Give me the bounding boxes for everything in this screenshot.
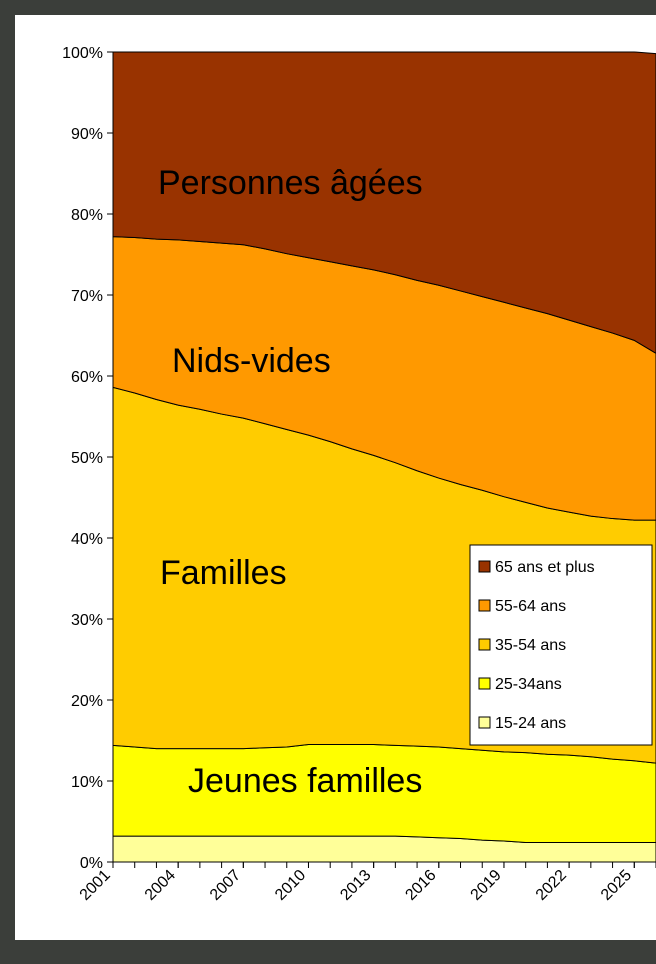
legend-swatch xyxy=(479,717,490,728)
legend-swatch xyxy=(479,678,490,689)
annotation: Jeunes familles xyxy=(188,762,422,800)
legend-swatch xyxy=(479,639,490,650)
y-tick-label: 40% xyxy=(71,531,103,548)
y-tick-label: 100% xyxy=(62,45,103,62)
y-tick-label: 10% xyxy=(71,774,103,791)
annotation: Nids-vides xyxy=(172,342,331,380)
y-tick-label: 80% xyxy=(71,207,103,224)
y-tick-label: 70% xyxy=(71,288,103,305)
legend-label: 65 ans et plus xyxy=(495,559,595,576)
legend-swatch xyxy=(479,600,490,611)
annotation: Familles xyxy=(160,554,287,592)
y-tick-label: 90% xyxy=(71,126,103,143)
annotation: Personnes âgées xyxy=(158,164,423,202)
legend-label: 55-64 ans xyxy=(495,598,566,615)
y-tick-label: 20% xyxy=(71,693,103,710)
y-tick-label: 50% xyxy=(71,450,103,467)
legend-swatch xyxy=(479,561,490,572)
page: 0%10%20%30%40%50%60%70%80%90%100%2001200… xyxy=(0,0,656,964)
y-tick-label: 30% xyxy=(71,612,103,629)
legend-label: 35-54 ans xyxy=(495,637,566,654)
y-tick-label: 60% xyxy=(71,369,103,386)
legend-label: 25-34ans xyxy=(495,676,562,693)
legend-label: 15-24 ans xyxy=(495,715,566,732)
chart: 0%10%20%30%40%50%60%70%80%90%100%2001200… xyxy=(0,0,656,964)
